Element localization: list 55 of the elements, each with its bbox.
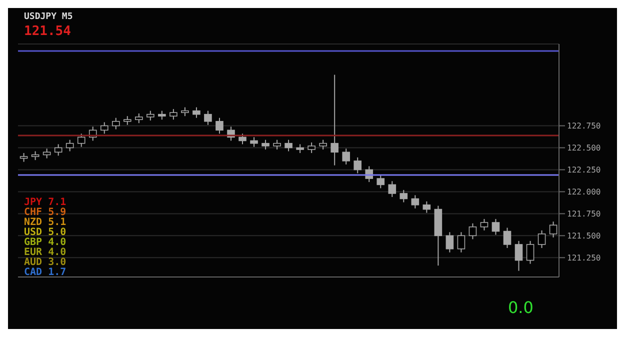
candlestick [112,117,120,130]
candlestick [354,156,362,174]
y-tick-label: 122.000 [567,188,601,197]
annotation: NZD 5.1 [24,217,66,228]
candlestick [400,189,408,203]
candlestick [100,122,108,134]
annotation: JPY 7.1 [24,197,66,208]
candlestick [77,133,86,148]
candlestick [480,218,488,231]
candlestick [204,110,212,126]
candlestick [446,232,454,253]
candlestick [549,221,558,238]
text: USDJPY M5 [24,12,73,22]
annotation: CAD 1.7 [24,267,66,278]
annotation: EUR 4.0 [24,247,66,258]
candlestick [457,232,466,253]
y-tick-label: 121.500 [567,232,601,241]
y-tick-label: 121.750 [567,210,601,219]
text: 0.0 [508,298,534,317]
annotation: GBP 4.0 [24,237,66,248]
annotation: USD 5.0 [24,227,66,238]
candlestick [342,148,350,165]
candlestick [503,227,512,248]
candlestick [319,139,327,150]
candlestick [514,240,523,272]
candlestick [262,139,270,150]
candlestick [538,230,546,248]
candlestick [192,106,200,118]
candlestick [468,222,477,240]
candlestick [376,174,385,189]
y-tick-label: 122.500 [567,144,601,153]
candlestick [308,142,316,154]
candlestick [170,108,178,120]
candlestick [411,194,420,209]
candlestick [135,112,143,124]
annotation: CHF 5.9 [24,207,66,218]
candlestick [54,144,62,156]
y-tick-label: 122.750 [567,122,601,131]
candlestick [388,180,396,198]
candlestick [284,139,292,152]
candlestick [42,148,51,159]
candlestick [250,136,258,148]
candlestick [146,110,154,121]
candlestick [66,139,74,152]
y-tick-label: 121.250 [567,253,601,262]
text: 121.54 [24,24,71,39]
annotation: AUD 3.0 [24,257,66,268]
candlestick [330,74,338,166]
candlestick [216,117,224,134]
candlestick [492,218,500,236]
candlestick [238,133,246,145]
candlestick [526,240,534,264]
candlestick [422,200,431,214]
y-tick-label: 122.250 [567,166,601,175]
candlestick [273,139,281,150]
